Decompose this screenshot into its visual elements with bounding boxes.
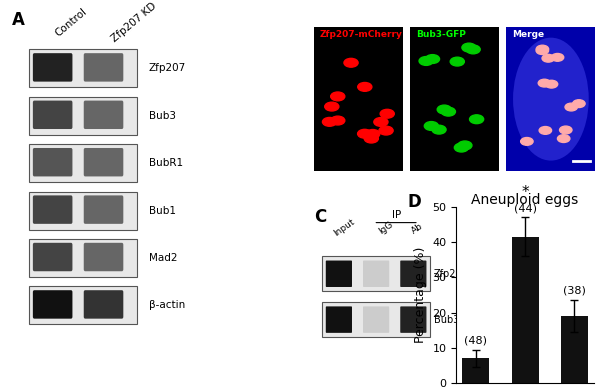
FancyBboxPatch shape — [400, 260, 427, 287]
FancyBboxPatch shape — [84, 243, 124, 271]
FancyBboxPatch shape — [322, 256, 430, 291]
Circle shape — [454, 143, 469, 152]
Circle shape — [542, 54, 554, 62]
Title: Aneuploid eggs: Aneuploid eggs — [472, 193, 578, 207]
FancyBboxPatch shape — [506, 27, 595, 171]
FancyBboxPatch shape — [314, 27, 403, 171]
Circle shape — [458, 141, 472, 150]
FancyBboxPatch shape — [33, 195, 73, 224]
FancyBboxPatch shape — [84, 290, 124, 319]
Text: Bub3-GFP: Bub3-GFP — [416, 30, 466, 39]
Text: A: A — [11, 12, 25, 29]
FancyBboxPatch shape — [84, 101, 124, 129]
Circle shape — [358, 129, 372, 138]
FancyBboxPatch shape — [326, 260, 352, 287]
Text: BubR1: BubR1 — [149, 158, 183, 168]
Text: D: D — [408, 193, 422, 211]
FancyBboxPatch shape — [33, 148, 73, 176]
Circle shape — [419, 57, 433, 65]
Text: Control: Control — [53, 7, 89, 39]
FancyBboxPatch shape — [33, 290, 73, 319]
FancyBboxPatch shape — [33, 243, 73, 271]
Text: (38): (38) — [563, 286, 586, 296]
Circle shape — [379, 126, 393, 135]
FancyBboxPatch shape — [326, 307, 352, 333]
Circle shape — [325, 102, 339, 111]
Circle shape — [521, 137, 533, 145]
Circle shape — [358, 82, 372, 91]
FancyBboxPatch shape — [29, 97, 137, 135]
Circle shape — [560, 126, 572, 134]
Text: Zfp207: Zfp207 — [434, 269, 469, 279]
Text: B: B — [317, 7, 329, 26]
FancyBboxPatch shape — [363, 260, 389, 287]
Circle shape — [424, 122, 439, 130]
Circle shape — [437, 105, 451, 114]
Text: IgG: IgG — [377, 220, 394, 236]
FancyBboxPatch shape — [29, 192, 137, 229]
FancyBboxPatch shape — [33, 101, 73, 129]
Text: Mad2: Mad2 — [149, 253, 177, 263]
FancyBboxPatch shape — [410, 27, 499, 171]
Text: (44): (44) — [514, 203, 536, 213]
Circle shape — [432, 125, 446, 134]
Circle shape — [425, 55, 440, 63]
FancyBboxPatch shape — [29, 144, 137, 182]
Text: Zfp207-mCherry: Zfp207-mCherry — [320, 30, 403, 39]
FancyBboxPatch shape — [400, 307, 427, 333]
Text: (48): (48) — [464, 336, 487, 345]
Text: β-actin: β-actin — [149, 300, 185, 310]
FancyBboxPatch shape — [322, 302, 430, 337]
FancyBboxPatch shape — [29, 50, 137, 87]
Y-axis label: Percentage (%): Percentage (%) — [413, 247, 427, 343]
FancyBboxPatch shape — [84, 195, 124, 224]
Text: Zfp207: Zfp207 — [149, 63, 186, 74]
Text: Merge: Merge — [512, 30, 544, 39]
Text: *: * — [521, 185, 529, 200]
FancyBboxPatch shape — [84, 53, 124, 82]
FancyBboxPatch shape — [33, 53, 73, 82]
Bar — [512, 237, 539, 383]
Text: C: C — [314, 209, 326, 226]
Circle shape — [442, 107, 455, 116]
Ellipse shape — [513, 38, 589, 161]
Text: Input: Input — [332, 217, 356, 238]
Circle shape — [380, 110, 394, 118]
Text: Bub1: Bub1 — [149, 205, 176, 216]
Circle shape — [462, 43, 476, 52]
FancyBboxPatch shape — [29, 239, 137, 277]
Circle shape — [470, 115, 484, 124]
Bar — [560, 316, 588, 383]
Circle shape — [344, 58, 358, 67]
Circle shape — [538, 79, 551, 87]
Text: Zfp207 KD: Zfp207 KD — [109, 1, 158, 45]
Circle shape — [539, 127, 551, 134]
Circle shape — [536, 45, 548, 53]
Circle shape — [545, 80, 558, 88]
Circle shape — [551, 53, 564, 61]
Bar — [463, 358, 490, 383]
Circle shape — [536, 47, 548, 55]
Circle shape — [365, 130, 380, 138]
Circle shape — [364, 134, 379, 143]
Circle shape — [331, 116, 345, 125]
Text: Bub3: Bub3 — [149, 111, 176, 121]
FancyBboxPatch shape — [84, 148, 124, 176]
Circle shape — [322, 117, 337, 126]
Circle shape — [374, 118, 388, 127]
FancyBboxPatch shape — [29, 286, 137, 324]
FancyBboxPatch shape — [363, 307, 389, 333]
Text: IP: IP — [392, 210, 401, 220]
Circle shape — [565, 103, 577, 111]
Circle shape — [450, 57, 464, 66]
Circle shape — [572, 100, 585, 108]
Text: Ab: Ab — [410, 221, 425, 235]
Circle shape — [331, 92, 345, 101]
FancyBboxPatch shape — [506, 27, 595, 171]
Text: Bub3: Bub3 — [434, 315, 460, 325]
Circle shape — [557, 135, 570, 142]
Circle shape — [466, 45, 480, 54]
